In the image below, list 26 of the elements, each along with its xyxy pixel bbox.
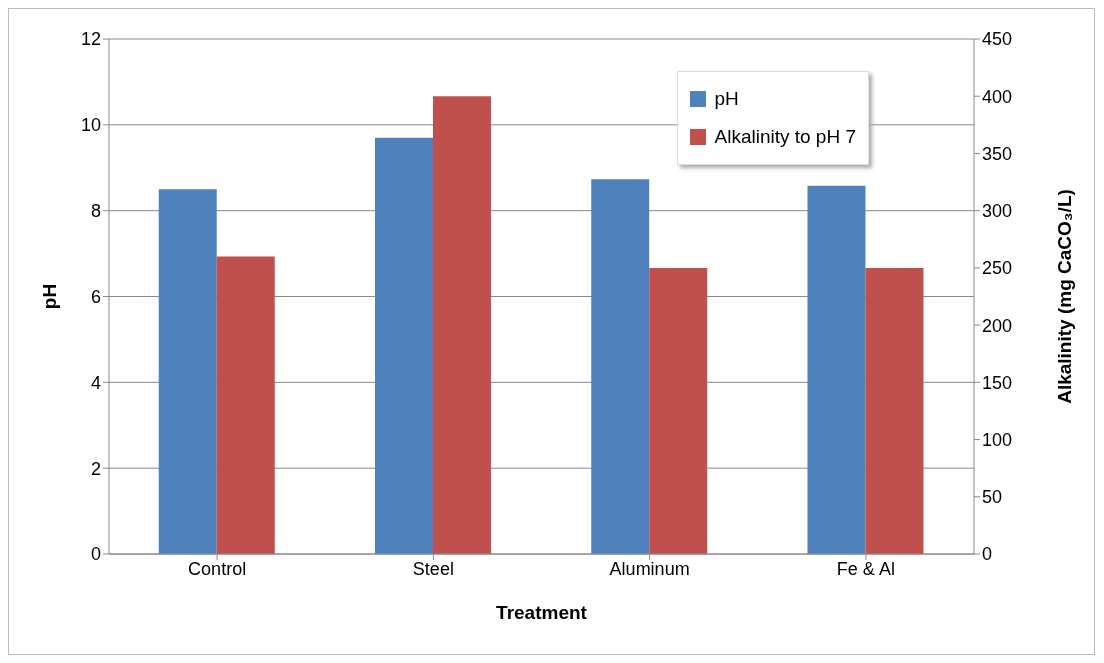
y-tick-label: 6	[90, 286, 101, 307]
y2-tick-label: 200	[982, 315, 1013, 336]
x-axis-title: Treatment	[496, 602, 588, 623]
y-tick-label: 12	[80, 29, 101, 50]
y2-tick-label: 0	[982, 544, 993, 565]
x-tick-label: Steel	[412, 558, 454, 579]
y-tick-label: 8	[90, 201, 101, 222]
x-tick-label: Aluminum	[609, 558, 690, 579]
y-axis-title: pH	[38, 283, 60, 310]
legend-label: Alkalinity to pH 7	[714, 125, 856, 149]
y-tick-label: 2	[90, 458, 101, 479]
y-tick-label: 0	[90, 544, 101, 565]
y2-tick-label: 100	[982, 429, 1013, 450]
y2-tick-label: 300	[982, 201, 1013, 222]
y2-tick-label: 350	[982, 143, 1013, 164]
y2-tick-label: 450	[982, 29, 1013, 50]
y2-tick-label: 400	[982, 86, 1013, 107]
x-tick-label: Fe & Al	[836, 558, 895, 579]
y2-tick-label: 150	[982, 372, 1013, 393]
y2-tick-label: 50	[982, 487, 1003, 508]
y-tick-label: 10	[80, 115, 101, 136]
y2-axis-title: Alkalinity (mg CaCO₃/L)	[1053, 189, 1075, 404]
y-tick-label: 4	[90, 372, 101, 393]
legend-label: pH	[714, 87, 739, 111]
y2-tick-label: 250	[982, 258, 1013, 279]
x-tick-label: Control	[188, 558, 247, 579]
